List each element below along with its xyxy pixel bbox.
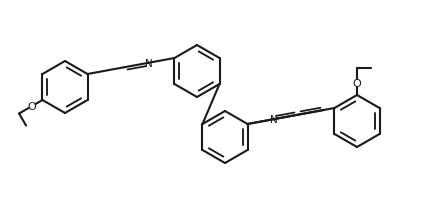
Text: N: N	[270, 115, 278, 125]
Text: O: O	[353, 79, 361, 89]
Text: N: N	[144, 59, 152, 68]
Text: O: O	[28, 102, 36, 111]
